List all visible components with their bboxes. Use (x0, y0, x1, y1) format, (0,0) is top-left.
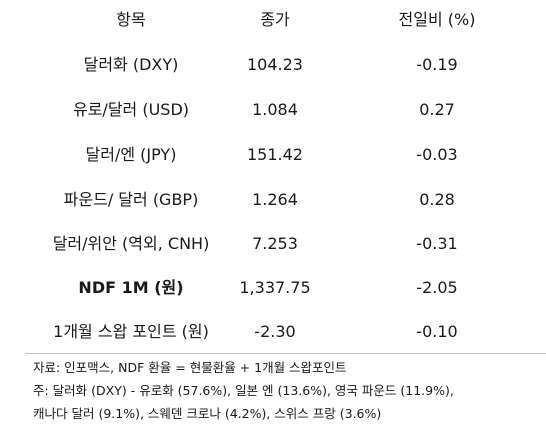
row-item: 달러/위안 (역외, CNH) (52, 234, 210, 253)
row-item: 달러/엔 (JPY) (85, 145, 177, 164)
row-change: -2.05 (416, 278, 458, 297)
table-header-row: 항목 종가 전일비 (%) (0, 0, 546, 40)
source-note: 자료: 인포맥스, NDF 환율 = 현물환율 + 1개월 스왑포인트 (33, 360, 347, 375)
table-row: 달러/엔 (JPY) 151.42 -0.03 (0, 135, 546, 175)
row-change: -0.19 (416, 55, 458, 74)
header-change: 전일비 (%) (398, 10, 476, 29)
header-close: 종가 (260, 10, 290, 29)
row-change: -0.10 (416, 322, 458, 341)
row-item: 1개월 스왑 포인트 (원) (53, 322, 209, 341)
row-close: 1.264 (252, 190, 298, 209)
row-change: 0.28 (419, 190, 455, 209)
header-item: 항목 (116, 10, 146, 29)
footnote-line-1: 주: 달러화 (DXY) - 유로화 (57.6%), 일본 엔 (13.6%)… (33, 383, 454, 398)
row-close: 104.23 (247, 55, 303, 74)
table-row: 유로/달러 (USD) 1.084 0.27 (0, 90, 546, 130)
footnote-line-2: 캐나다 달러 (9.1%), 스웨덴 크로나 (4.2%), 스위스 프랑 (3… (33, 406, 382, 421)
row-close: 1,337.75 (239, 278, 311, 297)
row-close: -2.30 (254, 322, 296, 341)
row-close: 7.253 (252, 234, 298, 253)
row-close: 1.084 (252, 100, 298, 119)
row-change: 0.27 (419, 100, 455, 119)
table-row: 파운드/ 달러 (GBP) 1.264 0.28 (0, 180, 546, 220)
table-row-highlight: NDF 1M (원) 1,337.75 -2.05 (0, 268, 546, 308)
table-row: 달러/위안 (역외, CNH) 7.253 -0.31 (0, 224, 546, 264)
table-row: 달러화 (DXY) 104.23 -0.19 (0, 45, 546, 85)
table-row: 1개월 스왑 포인트 (원) -2.30 -0.10 (0, 312, 546, 352)
row-item: 파운드/ 달러 (GBP) (63, 190, 199, 209)
row-item: NDF 1M (원) (78, 278, 184, 297)
row-change: -0.31 (416, 234, 458, 253)
row-close: 151.42 (247, 145, 303, 164)
table-notes: 자료: 인포맥스, NDF 환율 = 현물환율 + 1개월 스왑포인트 주: 달… (33, 356, 543, 425)
row-item: 유로/달러 (USD) (72, 100, 190, 119)
table-divider (26, 353, 546, 354)
row-change: -0.03 (416, 145, 458, 164)
row-item: 달러화 (DXY) (83, 55, 179, 74)
